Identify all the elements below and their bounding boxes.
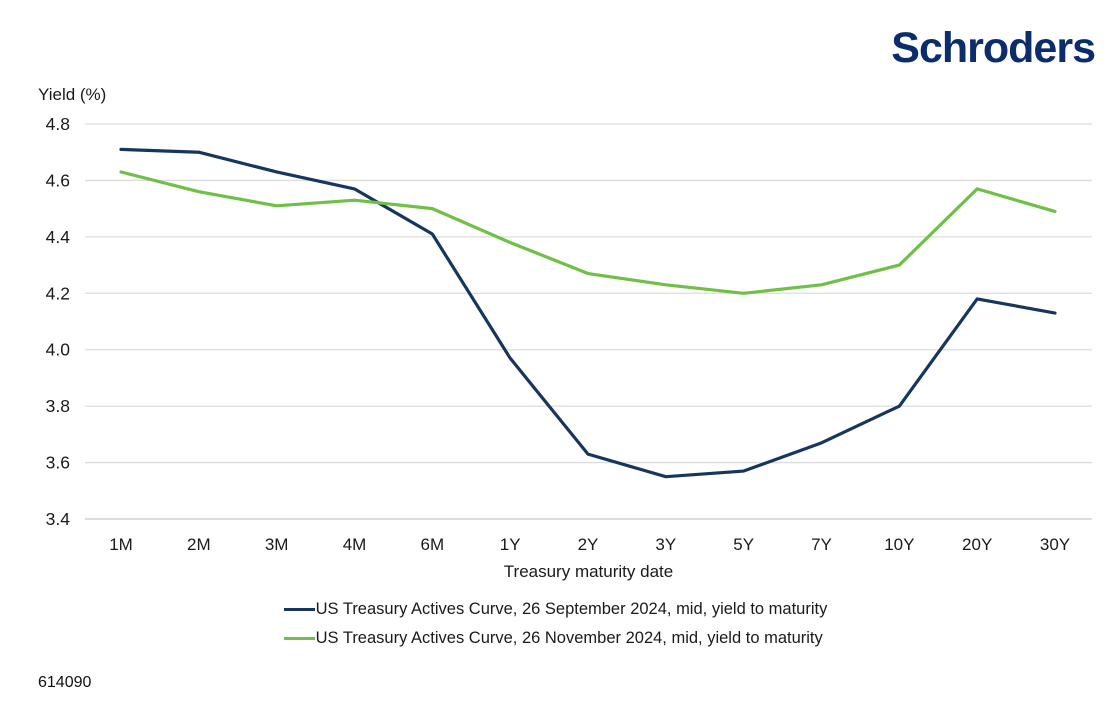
x-tick-label: 2M: [187, 535, 211, 554]
x-tick-label: 10Y: [884, 535, 914, 554]
x-tick-label: 6M: [421, 535, 445, 554]
schroders-logo: Schroders: [891, 24, 1096, 72]
legend-item-september: US Treasury Actives Curve, 26 September …: [283, 595, 828, 624]
y-tick-label: 4.0: [46, 340, 71, 360]
chart-id-footnote: 614090: [38, 674, 92, 691]
y-tick-label: 4.2: [46, 283, 70, 303]
x-tick-label: 20Y: [962, 535, 992, 554]
x-tick-label: 5Y: [733, 535, 754, 554]
x-tick-label: 1M: [109, 535, 133, 554]
y-tick-label: 4.6: [46, 170, 70, 190]
november-line-swatch-icon: [283, 637, 315, 640]
legend-items: US Treasury Actives Curve, 26 September …: [283, 595, 828, 653]
legend: US Treasury Actives Curve, 26 September …: [0, 595, 1111, 653]
y-tick-label: 4.8: [46, 114, 70, 134]
september-line-swatch-icon: [283, 608, 315, 611]
series-line-november: [119, 170, 1057, 295]
series-line-september: [119, 147, 1057, 479]
x-tick-label: 1Y: [500, 535, 521, 554]
legend-label-november: US Treasury Actives Curve, 26 November 2…: [315, 629, 823, 647]
y-tick-label: 4.4: [46, 227, 71, 247]
legend-item-november: US Treasury Actives Curve, 26 November 2…: [283, 624, 828, 653]
x-tick-label: 3M: [265, 535, 289, 554]
y-tick-label: 3.4: [46, 509, 71, 529]
x-tick-label: 7Y: [811, 535, 832, 554]
legend-label-september: US Treasury Actives Curve, 26 September …: [315, 600, 828, 618]
x-tick-label: 30Y: [1040, 535, 1070, 554]
y-tick-label: 3.6: [46, 453, 70, 473]
y-tick-label: 3.8: [46, 396, 70, 416]
x-tick-label: 3Y: [655, 535, 676, 554]
y-axis-title: Yield (%): [38, 85, 107, 104]
x-tick-label: 2Y: [578, 535, 599, 554]
x-axis-title: Treasury maturity date: [503, 562, 674, 581]
x-tick-label: 4M: [343, 535, 367, 554]
yield-curve-chart: 4.8 4.6 4.4 4.2 4.0 3.8 3.6 3.4 1M 2M 3M 4M 6M 1Y 2Y 3Y…: [46, 114, 1092, 554]
